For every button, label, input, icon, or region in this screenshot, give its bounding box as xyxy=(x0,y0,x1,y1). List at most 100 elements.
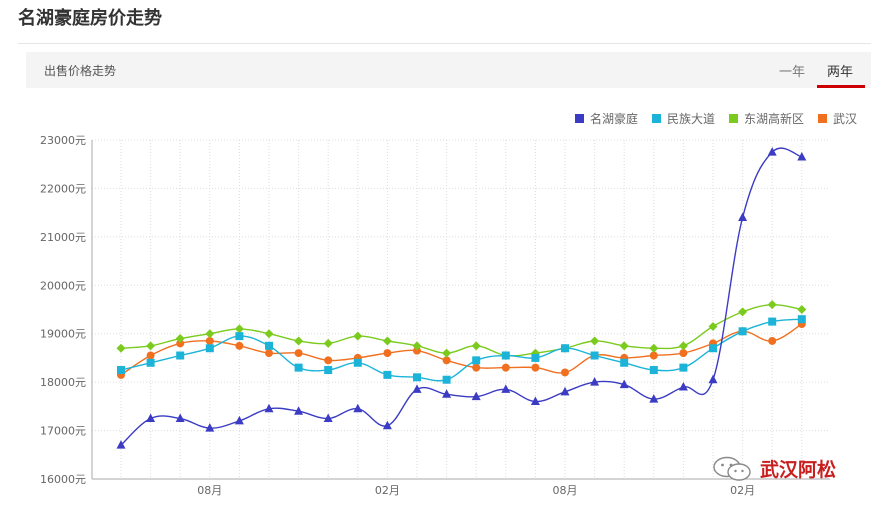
data-point-minzu xyxy=(679,363,688,372)
data-point-wuhan xyxy=(768,336,777,345)
data-point-wuhan xyxy=(324,356,333,365)
data-point-donghu xyxy=(146,341,156,351)
data-point-minghu xyxy=(767,147,777,156)
chart-legend: 名湖豪庭 民族大道 东湖高新区 武汉 xyxy=(574,110,857,127)
data-point-wuhan xyxy=(531,363,540,372)
legend-label-wuhan: 武汉 xyxy=(832,112,857,126)
data-point-minghu xyxy=(234,415,244,425)
data-point-donghu xyxy=(797,305,807,314)
data-point-wuhan xyxy=(294,349,303,358)
data-point-minghu xyxy=(560,386,570,396)
tab-bar: 出售价格走势 一年 两年 xyxy=(26,52,871,88)
legend-item-minghu[interactable]: 名湖豪庭 xyxy=(574,110,638,127)
data-point-minzu xyxy=(501,351,510,360)
wechat-icon xyxy=(713,456,751,481)
data-point-minghu xyxy=(471,391,481,401)
data-point-donghu xyxy=(738,307,748,317)
data-point-minghu xyxy=(175,413,185,422)
data-point-minghu xyxy=(382,420,392,430)
y-tick-label: 23000元 xyxy=(40,134,86,147)
data-point-donghu xyxy=(767,300,777,310)
data-point-minghu xyxy=(590,377,600,386)
data-point-donghu xyxy=(442,348,452,358)
data-point-donghu xyxy=(590,336,600,346)
data-point-donghu xyxy=(678,341,688,351)
data-point-minzu xyxy=(442,375,451,384)
data-point-minzu xyxy=(709,344,717,353)
data-point-minghu xyxy=(146,413,156,422)
y-tick-label: 16000元 xyxy=(40,473,86,486)
data-point-minzu xyxy=(235,332,244,341)
data-point-minghu xyxy=(294,406,304,415)
y-tick-label: 17000元 xyxy=(40,425,86,438)
data-point-minghu xyxy=(708,374,718,384)
data-point-donghu xyxy=(264,329,274,339)
data-point-minzu xyxy=(146,358,155,367)
data-point-donghu xyxy=(175,334,185,344)
watermark-text: 武汉阿松 xyxy=(760,459,837,481)
data-point-donghu xyxy=(234,324,244,334)
data-point-minzu xyxy=(797,315,806,324)
tab-two-years[interactable]: 两年 xyxy=(827,65,854,80)
legend-swatch-wuhan xyxy=(817,114,827,123)
data-point-minzu xyxy=(265,341,273,350)
series-line-minghu xyxy=(120,147,803,446)
data-point-minghu xyxy=(264,403,274,413)
data-point-minzu xyxy=(590,351,599,360)
title-divider xyxy=(18,43,871,44)
y-tick-label: 22000元 xyxy=(40,182,86,195)
data-point-minghu xyxy=(116,440,126,449)
legend-swatch-minghu xyxy=(574,114,584,123)
y-tick-label: 20000元 xyxy=(40,279,86,292)
data-point-donghu xyxy=(471,341,481,351)
data-point-minzu xyxy=(472,356,481,365)
y-tick-label: 19000元 xyxy=(40,328,86,341)
data-point-minghu xyxy=(619,379,629,389)
legend-item-wuhan[interactable]: 武汉 xyxy=(817,110,857,127)
data-point-wuhan xyxy=(235,341,244,350)
data-point-minzu xyxy=(413,373,421,382)
data-point-wuhan xyxy=(442,356,451,365)
data-point-minzu xyxy=(768,317,777,326)
data-point-minzu xyxy=(561,344,569,353)
x-tick-label: 08月 xyxy=(197,484,222,497)
data-point-donghu xyxy=(619,341,629,351)
data-point-minzu xyxy=(620,358,629,367)
data-point-donghu xyxy=(708,321,718,331)
legend-item-donghu[interactable]: 东湖高新区 xyxy=(728,110,804,127)
data-point-minghu xyxy=(530,396,540,406)
data-point-donghu xyxy=(412,341,422,351)
data-point-minghu xyxy=(412,384,422,393)
data-point-minghu xyxy=(738,212,748,221)
data-point-minzu xyxy=(294,363,303,372)
tab-one-year[interactable]: 一年 xyxy=(779,65,806,80)
data-point-minzu xyxy=(205,344,214,353)
data-point-wuhan xyxy=(561,368,569,377)
page-title: 名湖豪庭房价走势 xyxy=(18,8,162,29)
data-point-wuhan xyxy=(679,349,688,358)
data-point-donghu xyxy=(353,331,363,341)
data-point-minghu xyxy=(678,381,688,391)
data-point-wuhan xyxy=(146,351,155,360)
legend-label-minzu: 民族大道 xyxy=(666,112,715,126)
data-point-donghu xyxy=(116,343,126,353)
data-point-minzu xyxy=(117,366,125,375)
legend-label-minghu: 名湖豪庭 xyxy=(589,112,638,126)
chart-section-label: 出售价格走势 xyxy=(44,64,117,78)
data-point-minzu xyxy=(738,327,747,336)
data-point-wuhan xyxy=(649,351,658,360)
y-tick-label: 18000元 xyxy=(40,376,86,389)
legend-item-minzu[interactable]: 民族大道 xyxy=(651,110,715,127)
legend-label-donghu: 东湖高新区 xyxy=(743,112,804,126)
data-point-donghu xyxy=(649,343,659,353)
data-point-donghu xyxy=(382,336,392,346)
legend-swatch-donghu xyxy=(728,114,738,123)
data-point-wuhan xyxy=(205,336,214,345)
data-point-minzu xyxy=(324,366,333,375)
watermark: 武汉阿松 xyxy=(712,455,836,482)
x-tick-label: 08月 xyxy=(553,484,578,497)
data-point-donghu xyxy=(205,329,215,339)
data-point-minghu xyxy=(353,403,363,413)
data-point-minghu xyxy=(797,151,807,161)
data-point-wuhan xyxy=(472,363,481,372)
